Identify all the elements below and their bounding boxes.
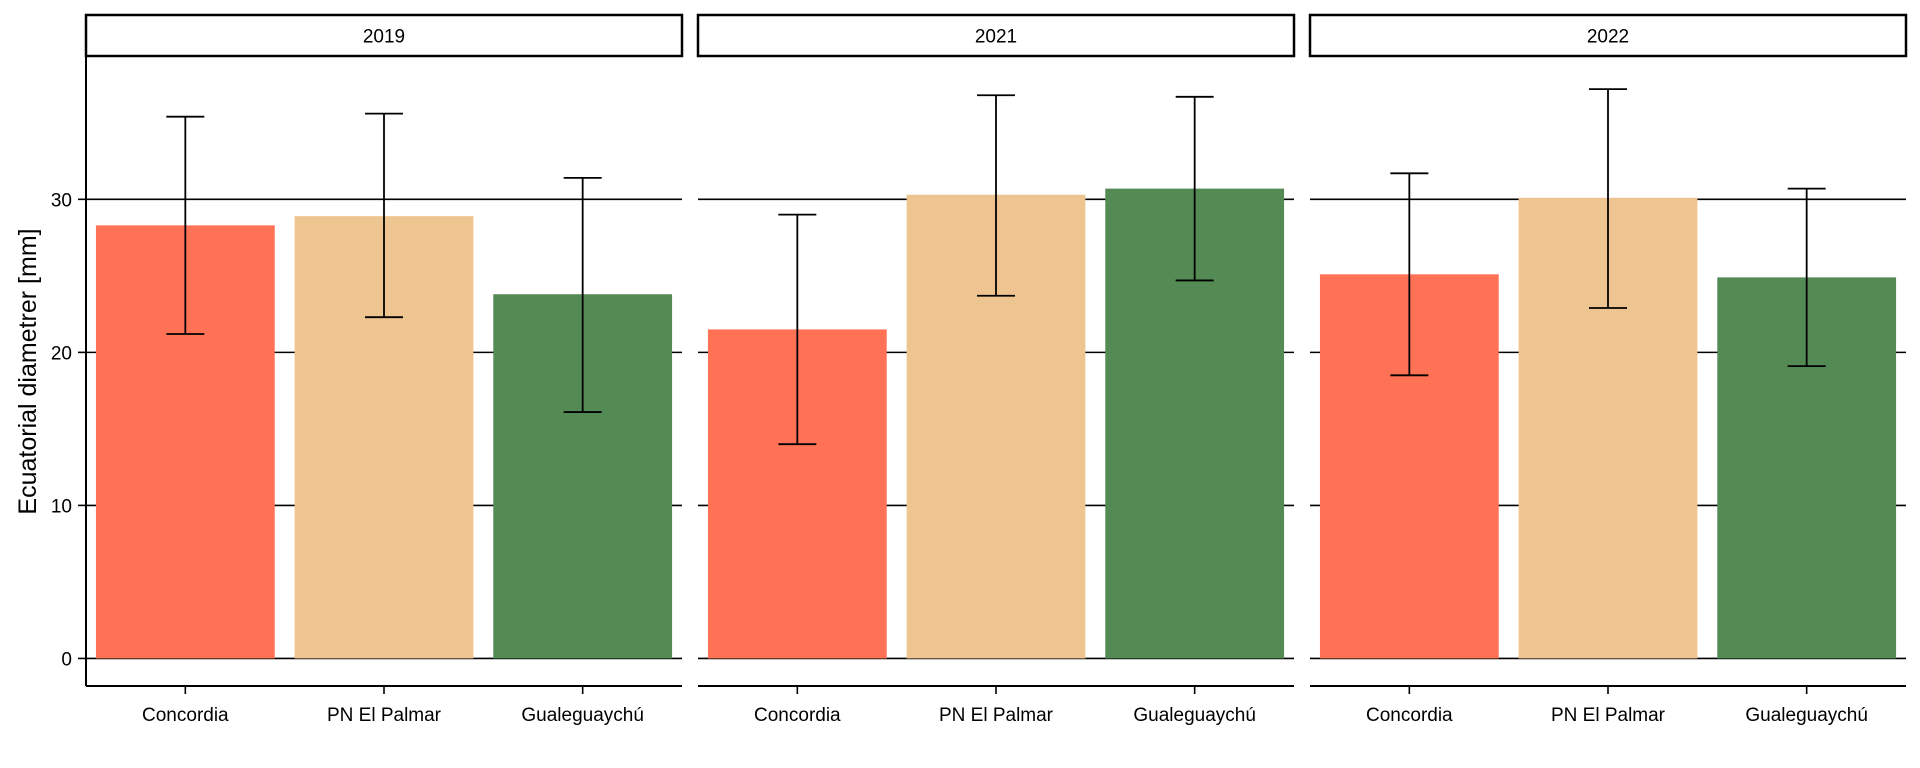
facet-panel-2021: 2021 Concordia PN El Palmar Gualeguaychú xyxy=(696,13,1296,726)
facet-panels: 2019 0 10 20 30 Concordia PN El Palmar Gualegua… xyxy=(51,13,1908,726)
x-tick-label: PN El Palmar xyxy=(1551,705,1666,726)
facet-strip-label: 2021 xyxy=(975,27,1017,48)
y-axis-title: Ecuatorial diametrer [mm] xyxy=(14,228,42,514)
y-tick-label: 30 xyxy=(51,190,72,211)
error-bar xyxy=(365,112,403,319)
y-tick-label: 20 xyxy=(51,343,72,364)
x-tick-label: Gualeguaychú xyxy=(521,705,644,726)
facet-strip-label: 2019 xyxy=(363,27,405,48)
x-tick-label: Concordia xyxy=(142,705,229,726)
x-tick-label: PN El Palmar xyxy=(939,705,1054,726)
error-bar xyxy=(1390,172,1429,377)
facet-strip xyxy=(84,13,684,58)
y-axis-label-group: Ecuatorial diametrer [mm] xyxy=(14,228,42,514)
x-tick-label: Concordia xyxy=(1366,705,1453,726)
error-bar xyxy=(1787,187,1826,368)
facet-strip-label: 2022 xyxy=(1587,27,1629,48)
error-bar xyxy=(563,177,602,413)
facet-panel-2019: 2019 0 10 20 30 Concordia PN El Palmar Gualegua… xyxy=(51,13,684,726)
x-tick-label: Gualeguaychú xyxy=(1745,705,1868,726)
facet-panel-2022: 2022 Concordia PN El Palmar Gualeguaychú xyxy=(1308,13,1908,726)
error-bar xyxy=(1175,95,1214,282)
y-tick-label: 0 xyxy=(61,649,72,670)
x-tick-label: Gualeguaychú xyxy=(1133,705,1256,726)
facet-strip xyxy=(1308,13,1908,58)
y-tick-label: 10 xyxy=(51,496,72,517)
facet-strip xyxy=(696,13,1296,58)
error-bar xyxy=(977,94,1015,297)
error-bar xyxy=(166,115,205,335)
error-bar xyxy=(1589,88,1627,309)
x-tick-label: Concordia xyxy=(754,705,841,726)
error-bar xyxy=(778,213,817,446)
x-tick-label: PN El Palmar xyxy=(327,705,442,726)
